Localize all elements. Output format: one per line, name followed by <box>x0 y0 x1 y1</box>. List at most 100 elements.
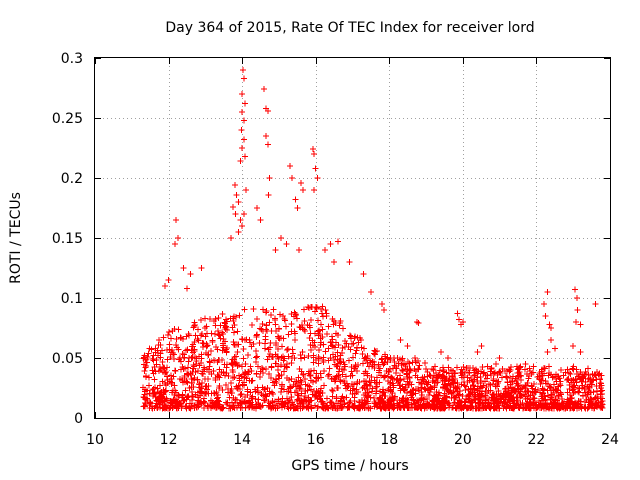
data-point <box>419 381 426 388</box>
data-point <box>478 343 485 349</box>
data-point <box>310 367 317 374</box>
data-point <box>166 405 173 412</box>
data-point <box>216 366 223 373</box>
data-point <box>153 361 160 368</box>
data-point <box>538 368 545 375</box>
data-point <box>374 374 381 381</box>
data-point <box>597 376 604 383</box>
data-point <box>527 392 534 399</box>
data-point <box>235 372 242 379</box>
data-point <box>317 342 324 349</box>
data-point <box>167 372 174 379</box>
data-point <box>194 335 201 342</box>
data-point <box>157 399 164 406</box>
data-point <box>267 344 274 351</box>
data-point <box>198 332 205 339</box>
data-point <box>200 340 207 347</box>
data-point <box>207 398 214 405</box>
data-point <box>482 397 489 404</box>
data-point <box>456 388 463 395</box>
data-point <box>349 354 356 361</box>
data-point <box>299 371 306 378</box>
data-point <box>564 389 571 396</box>
data-point <box>463 396 470 403</box>
data-point <box>191 338 198 345</box>
data-point <box>382 373 389 380</box>
data-point <box>318 398 325 405</box>
data-point <box>415 366 422 373</box>
data-point <box>490 376 497 383</box>
data-point <box>432 363 439 370</box>
data-point <box>152 345 159 352</box>
data-point <box>383 405 390 412</box>
data-point <box>332 378 339 385</box>
data-point <box>323 330 330 337</box>
data-point <box>301 354 308 361</box>
data-point <box>242 360 249 367</box>
data-point <box>339 325 346 332</box>
data-point <box>163 369 170 376</box>
data-point <box>273 328 280 335</box>
data-point <box>230 315 237 322</box>
data-point <box>160 334 167 341</box>
data-point <box>312 308 319 315</box>
data-point <box>499 366 506 373</box>
data-point <box>518 385 525 392</box>
data-point <box>558 396 565 403</box>
data-point <box>421 385 428 392</box>
data-point <box>316 355 323 362</box>
data-point <box>320 382 327 389</box>
data-point <box>199 339 206 346</box>
data-point <box>224 326 231 333</box>
data-point <box>188 375 195 382</box>
data-point <box>497 395 504 402</box>
data-point <box>315 327 322 334</box>
data-point <box>338 349 345 356</box>
data-point <box>308 405 315 412</box>
data-point <box>211 390 218 397</box>
axis-ticks <box>95 58 611 419</box>
data-point <box>441 390 448 397</box>
data-point <box>585 372 592 379</box>
data-point <box>530 363 537 370</box>
data-point <box>293 383 300 390</box>
data-point <box>348 333 355 340</box>
data-point <box>435 395 442 402</box>
data-point <box>258 391 265 398</box>
data-point <box>237 391 244 398</box>
data-point <box>330 375 337 382</box>
data-point <box>535 387 542 394</box>
data-point <box>319 334 326 341</box>
data-point <box>367 383 374 390</box>
data-point <box>289 346 296 353</box>
data-point <box>429 397 436 404</box>
data-point <box>362 368 369 375</box>
data-point <box>198 351 205 358</box>
data-point <box>390 355 397 362</box>
data-point <box>146 345 153 352</box>
data-point <box>495 388 502 395</box>
data-point <box>392 369 399 376</box>
data-point <box>598 372 605 379</box>
data-point <box>347 332 354 339</box>
data-point <box>239 109 246 115</box>
data-point <box>297 385 304 392</box>
data-point <box>170 373 177 380</box>
data-point <box>298 179 304 186</box>
data-point <box>279 343 286 350</box>
data-point <box>215 328 222 335</box>
data-point <box>557 366 564 373</box>
data-point <box>433 400 440 407</box>
data-point <box>141 403 148 410</box>
data-point <box>577 369 584 376</box>
data-point <box>307 303 314 310</box>
data-point <box>217 335 224 342</box>
data-point <box>164 379 171 386</box>
data-point <box>373 387 380 394</box>
data-point <box>348 340 355 347</box>
data-point <box>244 388 251 395</box>
data-point <box>241 306 248 313</box>
data-point <box>580 375 587 382</box>
data-point <box>529 400 536 407</box>
data-point <box>542 313 549 319</box>
